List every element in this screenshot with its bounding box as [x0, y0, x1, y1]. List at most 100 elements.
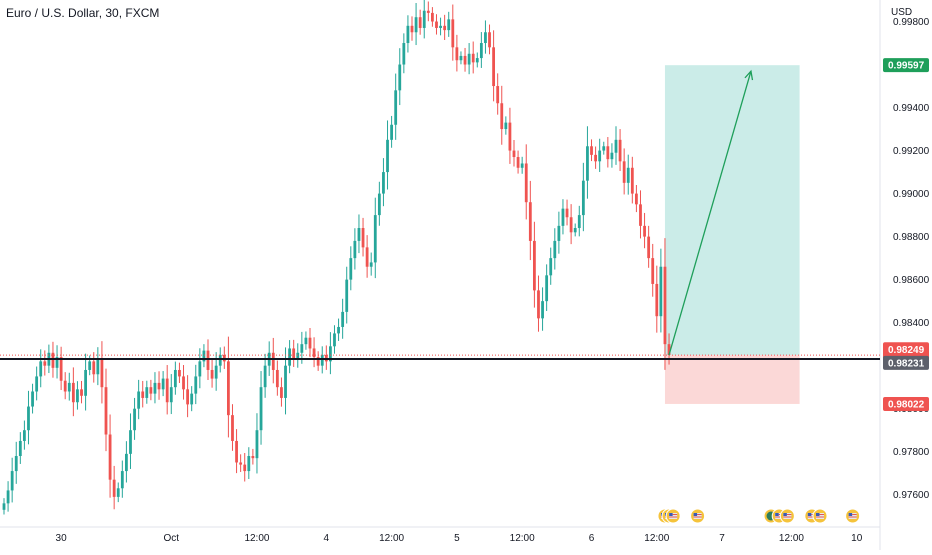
candle-body[interactable] — [402, 43, 406, 65]
candle-body[interactable] — [18, 440, 22, 457]
candle-body[interactable] — [573, 228, 577, 233]
candle-body[interactable] — [280, 387, 283, 398]
candle-body[interactable] — [484, 32, 487, 44]
candle-body[interactable] — [104, 387, 108, 435]
candle-body[interactable] — [377, 193, 381, 216]
candle-body[interactable] — [157, 382, 161, 390]
candle-body[interactable] — [639, 204, 642, 226]
candle-body[interactable] — [43, 361, 47, 366]
candle-body[interactable] — [643, 225, 646, 237]
candle-body[interactable] — [365, 247, 369, 267]
candle-body[interactable] — [153, 382, 157, 394]
candle-body[interactable] — [263, 365, 267, 388]
candle-body[interactable] — [165, 378, 169, 403]
candle-body[interactable] — [655, 283, 659, 317]
candle-body[interactable] — [39, 361, 43, 377]
candle-body[interactable] — [545, 275, 549, 302]
candle-body[interactable] — [27, 406, 30, 431]
candle-body[interactable] — [488, 32, 491, 48]
candle-body[interactable] — [296, 352, 300, 360]
candle-body[interactable] — [508, 122, 512, 151]
candle-body[interactable] — [398, 64, 402, 91]
candle-body[interactable] — [284, 365, 287, 398]
candle-body[interactable] — [475, 58, 479, 63]
candle-body[interactable] — [581, 180, 585, 216]
candle-body[interactable] — [463, 55, 467, 65]
candle-body[interactable] — [202, 350, 206, 362]
candle-body[interactable] — [586, 146, 589, 181]
candle-body[interactable] — [316, 357, 320, 366]
candle-body[interactable] — [647, 236, 651, 259]
candle-body[interactable] — [382, 172, 385, 194]
candle-body[interactable] — [479, 43, 483, 59]
candle-body[interactable] — [247, 456, 251, 472]
candle-body[interactable] — [271, 352, 275, 370]
candle-body[interactable] — [569, 217, 573, 233]
candle-body[interactable] — [108, 434, 112, 480]
candle-body[interactable] — [618, 139, 622, 162]
candle-body[interactable] — [23, 430, 26, 441]
trend-arrow[interactable] — [668, 70, 752, 356]
candle-body[interactable] — [651, 258, 655, 284]
candle-body[interactable] — [345, 279, 349, 312]
candle-body[interactable] — [418, 17, 422, 28]
candle-body[interactable] — [320, 354, 324, 366]
candle-body[interactable] — [182, 376, 185, 390]
candle-body[interactable] — [141, 391, 145, 398]
candle-body[interactable] — [549, 258, 553, 276]
candle-body[interactable] — [2, 503, 6, 510]
candle-body[interactable] — [227, 361, 230, 416]
candle-body[interactable] — [67, 382, 71, 392]
candle-body[interactable] — [373, 215, 377, 263]
candle-body[interactable] — [557, 225, 561, 241]
candle-body[interactable] — [594, 154, 597, 162]
candle-body[interactable] — [231, 415, 234, 441]
candle-body[interactable] — [169, 387, 173, 403]
candle-body[interactable] — [292, 348, 296, 360]
candle-body[interactable] — [178, 369, 181, 377]
candle-body[interactable] — [451, 19, 455, 48]
candle-body[interactable] — [239, 462, 243, 465]
candle-body[interactable] — [541, 301, 544, 319]
candle-body[interactable] — [214, 365, 218, 379]
candle-body[interactable] — [80, 389, 83, 396]
candle-body[interactable] — [100, 359, 104, 388]
candle-body[interactable] — [112, 479, 116, 497]
candle-body[interactable] — [6, 490, 10, 504]
candle-body[interactable] — [353, 240, 357, 259]
candle-body[interactable] — [31, 391, 34, 407]
candle-body[interactable] — [349, 258, 353, 280]
candle-body[interactable] — [635, 193, 638, 205]
candle-body[interactable] — [161, 378, 165, 390]
candle-body[interactable] — [414, 17, 418, 33]
candle-body[interactable] — [145, 387, 149, 398]
candle-body[interactable] — [92, 361, 96, 375]
candle-body[interactable] — [190, 393, 194, 405]
candle-body[interactable] — [496, 86, 500, 104]
candle-body[interactable] — [63, 380, 67, 392]
candle-body[interactable] — [471, 53, 475, 63]
candle-body[interactable] — [51, 352, 55, 368]
candle-body[interactable] — [206, 350, 210, 370]
candle-body[interactable] — [663, 266, 667, 345]
candle-body[interactable] — [369, 262, 373, 267]
candle-body[interactable] — [504, 122, 508, 130]
candle-body[interactable] — [333, 333, 336, 347]
candle-body[interactable] — [59, 357, 63, 381]
candle-body[interactable] — [341, 311, 345, 327]
candle-body[interactable] — [88, 361, 92, 370]
candle-body[interactable] — [10, 471, 14, 491]
target-zone[interactable] — [664, 65, 800, 356]
candle-body[interactable] — [561, 208, 565, 226]
candle-body[interactable] — [533, 240, 536, 291]
candle-body[interactable] — [55, 357, 59, 368]
candle-body[interactable] — [500, 103, 504, 130]
candle-body[interactable] — [630, 167, 634, 194]
candle-body[interactable] — [602, 146, 606, 151]
candle-body[interactable] — [71, 382, 75, 403]
candle-body[interactable] — [386, 139, 389, 173]
candle-body[interactable] — [590, 146, 593, 155]
candle-body[interactable] — [459, 55, 463, 61]
